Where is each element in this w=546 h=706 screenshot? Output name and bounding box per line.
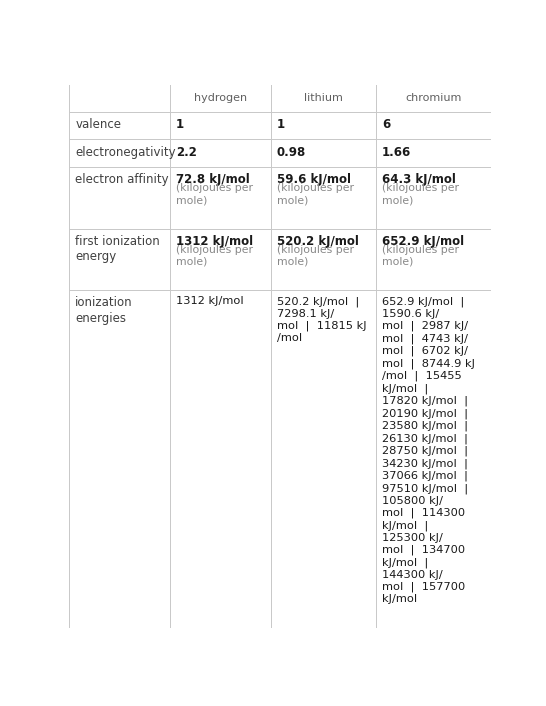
Text: (kilojoules per
mole): (kilojoules per mole) xyxy=(176,183,253,205)
Text: (kilojoules per
mole): (kilojoules per mole) xyxy=(277,183,354,205)
Text: 1312 kJ/mol: 1312 kJ/mol xyxy=(176,297,244,306)
Text: 520.2 kJ/mol  |
7298.1 kJ/
mol  |  11815 kJ
/mol: 520.2 kJ/mol | 7298.1 kJ/ mol | 11815 kJ… xyxy=(277,297,366,344)
Text: 1: 1 xyxy=(176,118,184,131)
Text: 0.98: 0.98 xyxy=(277,145,306,159)
Text: electron affinity: electron affinity xyxy=(75,173,169,186)
Text: electronegativity: electronegativity xyxy=(75,145,176,159)
Text: lithium: lithium xyxy=(304,92,343,103)
Text: (kilojoules per
mole): (kilojoules per mole) xyxy=(277,245,354,267)
Text: valence: valence xyxy=(75,118,121,131)
Text: (kilojoules per
mole): (kilojoules per mole) xyxy=(382,183,459,205)
Text: ionization
energies: ionization energies xyxy=(75,297,133,325)
Text: first ionization
energy: first ionization energy xyxy=(75,235,160,263)
Text: chromium: chromium xyxy=(405,92,461,103)
Text: 652.9 kJ/mol: 652.9 kJ/mol xyxy=(382,235,464,248)
Text: hydrogen: hydrogen xyxy=(194,92,247,103)
Text: 72.8 kJ/mol: 72.8 kJ/mol xyxy=(176,173,250,186)
Text: 520.2 kJ/mol: 520.2 kJ/mol xyxy=(277,235,359,248)
Text: (kilojoules per
mole): (kilojoules per mole) xyxy=(176,245,253,267)
Text: 2.2: 2.2 xyxy=(176,145,197,159)
Text: 6: 6 xyxy=(382,118,390,131)
Text: 652.9 kJ/mol  |
1590.6 kJ/
mol  |  2987 kJ/
mol  |  4743 kJ/
mol  |  6702 kJ/
mo: 652.9 kJ/mol | 1590.6 kJ/ mol | 2987 kJ/… xyxy=(382,297,475,604)
Text: 59.6 kJ/mol: 59.6 kJ/mol xyxy=(277,173,351,186)
Text: 1.66: 1.66 xyxy=(382,145,411,159)
Text: 1: 1 xyxy=(277,118,285,131)
Text: 1312 kJ/mol: 1312 kJ/mol xyxy=(176,235,253,248)
Text: (kilojoules per
mole): (kilojoules per mole) xyxy=(382,245,459,267)
Text: 64.3 kJ/mol: 64.3 kJ/mol xyxy=(382,173,456,186)
